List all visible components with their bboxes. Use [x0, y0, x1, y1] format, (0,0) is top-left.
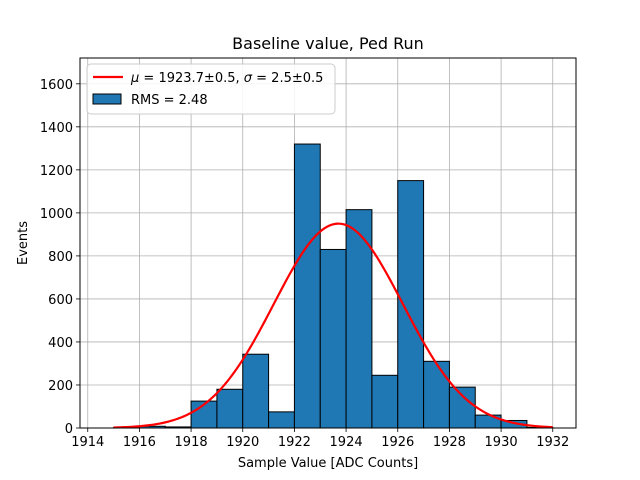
x-tick-label: 1924 [330, 435, 363, 450]
x-tick-label: 1932 [536, 435, 569, 450]
histogram-bar [397, 180, 425, 429]
y-tick-label: 400 [48, 336, 73, 351]
legend-sigma-value: = 2.5±0.5 [252, 71, 323, 86]
x-tick-label: 1930 [485, 435, 518, 450]
histogram-bar [216, 388, 244, 429]
x-tick-label: 1916 [123, 435, 156, 450]
x-tick-label: 1914 [71, 435, 104, 450]
y-tick-label: 1400 [40, 121, 73, 136]
histogram-bar [423, 360, 450, 429]
histogram-bar [371, 374, 399, 429]
x-tick-label: 1918 [175, 435, 208, 450]
histogram-bar [319, 248, 347, 429]
x-axis: 1914 1916 1918 1920 1922 1924 1926 1928 1930 1932 [71, 428, 569, 450]
y-axis: 0 200 400 600 800 1000 1200 1400 1600 [40, 78, 80, 437]
legend-histogram-label: RMS = 2.48 [131, 93, 208, 108]
gaussian-fit-curve [113, 222, 553, 429]
legend-histogram-swatch [92, 93, 122, 105]
y-tick-label: 0 [65, 422, 73, 437]
histogram-bar [242, 353, 270, 429]
histogram-bars [113, 143, 554, 429]
y-tick-label: 800 [48, 250, 73, 265]
legend-fit-label: μ = 1923.7±0.5, σ = 2.5±0.5 [130, 71, 323, 86]
y-tick-label: 1000 [40, 207, 73, 222]
y-tick-label: 600 [48, 293, 73, 308]
y-tick-label: 1200 [40, 164, 73, 179]
legend-mu-symbol: μ [130, 71, 139, 86]
x-tick-label: 1926 [381, 435, 414, 450]
y-tick-label: 200 [48, 379, 73, 394]
plot-frame [79, 57, 577, 429]
chart-title: Baseline value, Ped Run [232, 34, 424, 53]
y-tick-label: 1600 [40, 78, 73, 93]
legend-box [86, 63, 336, 115]
x-tick-label: 1928 [433, 435, 466, 450]
histogram-bar [448, 386, 476, 429]
x-tick-label: 1920 [226, 435, 259, 450]
y-axis-label: Events [16, 221, 31, 265]
histogram-bar [293, 143, 321, 429]
plot-area [79, 57, 577, 429]
x-axis-label: Sample Value [ADC Counts] [238, 456, 418, 471]
legend-mu-value: = 1923.7±0.5, [139, 71, 243, 86]
legend: μ = 1923.7±0.5, σ = 2.5±0.5 RMS = 2.48 [86, 63, 336, 115]
histogram-bar [268, 411, 295, 429]
histogram-bar [345, 209, 373, 429]
x-tick-label: 1922 [278, 435, 311, 450]
legend-sigma-symbol: σ [244, 71, 253, 86]
